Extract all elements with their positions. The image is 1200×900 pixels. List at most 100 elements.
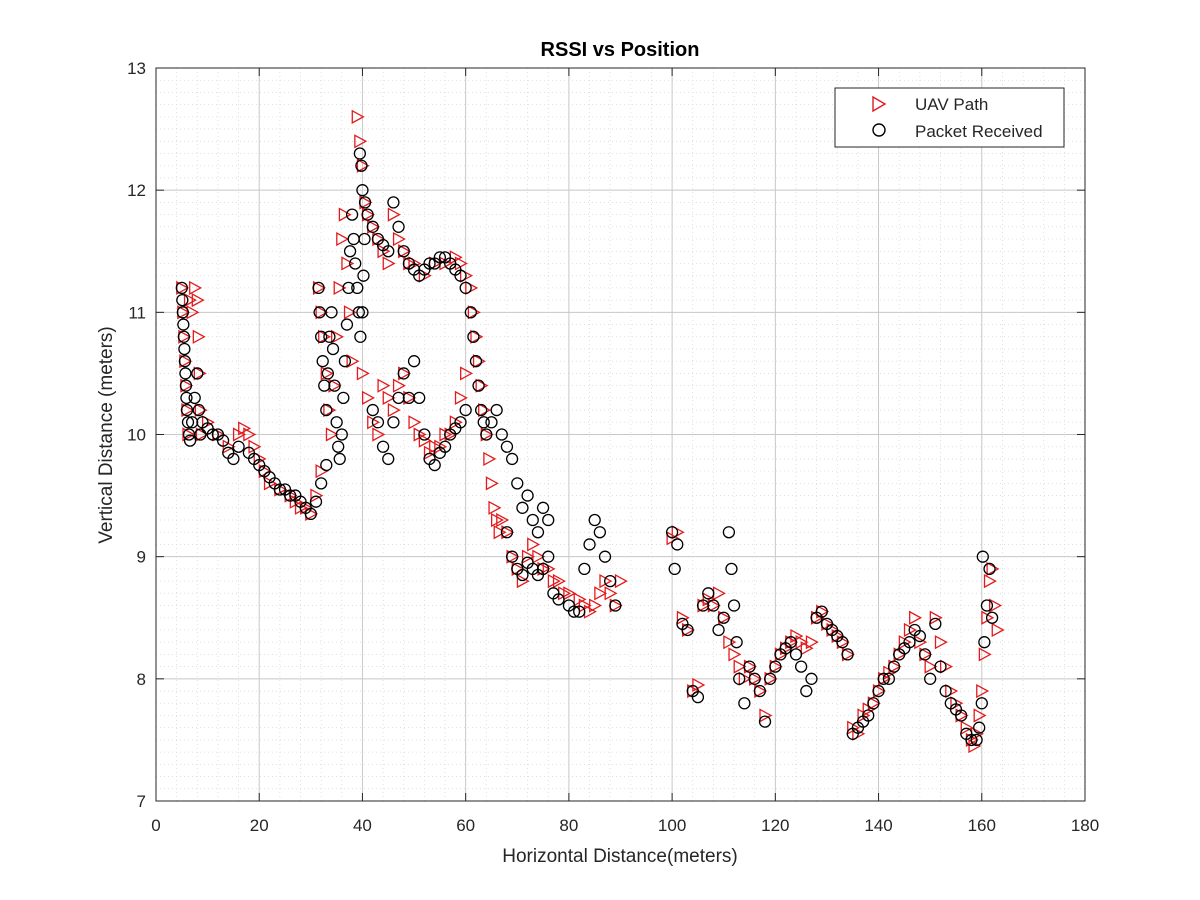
chart-title: RSSI vs Position xyxy=(541,39,700,61)
uav-path-point xyxy=(336,231,350,247)
uav-path-point xyxy=(392,231,406,247)
y-axis-label: Vertical Distance (meters) xyxy=(96,326,117,544)
uav-path-point xyxy=(418,433,432,448)
uav-path-point xyxy=(330,329,344,344)
packet-received-point xyxy=(691,691,705,704)
packet-received-point xyxy=(707,599,720,612)
packet-received-point xyxy=(459,403,472,417)
packet-received-point xyxy=(836,636,849,649)
packet-received-point xyxy=(477,416,490,429)
uav-path-point xyxy=(356,366,370,381)
uav-path-point xyxy=(852,726,866,741)
packet-received-point xyxy=(485,416,498,429)
packet-received-point xyxy=(333,452,346,466)
packet-received-point xyxy=(206,428,219,441)
uav-path-point xyxy=(973,708,987,723)
packet-received-point xyxy=(970,733,983,747)
packet-received-point xyxy=(371,416,385,429)
packet-received-point xyxy=(567,605,581,618)
uav-path-point xyxy=(193,366,207,381)
uav-path-point xyxy=(738,671,752,686)
packet-received-point xyxy=(397,367,410,380)
packet-received-point xyxy=(349,257,362,270)
uav-path-point xyxy=(493,525,507,540)
packet-received-point xyxy=(722,526,736,539)
uav-path-point xyxy=(589,598,603,613)
packet-received-point xyxy=(351,281,364,295)
packet-received-point xyxy=(304,507,317,521)
uav-path-point xyxy=(418,268,432,283)
packet-received-point xyxy=(671,538,684,551)
packet-received-point xyxy=(913,629,926,643)
packet-received-point xyxy=(511,477,524,490)
packet-received-point xyxy=(758,715,772,728)
packet-received-point xyxy=(500,526,514,539)
uav-path-point xyxy=(192,329,206,344)
uav-path-point xyxy=(532,549,546,564)
legend-uav-path-label: UAV Path xyxy=(915,95,988,114)
uav-path-point xyxy=(759,708,773,723)
y-tick-label: 7 xyxy=(137,792,146,811)
packet-received-point xyxy=(433,251,447,264)
uav-path-point xyxy=(341,256,355,271)
packet-received-point xyxy=(552,593,565,606)
y-tick-label: 12 xyxy=(127,181,146,200)
x-tick-label: 0 xyxy=(151,816,160,835)
packet-received-point xyxy=(366,220,379,233)
packet-received-point xyxy=(313,306,326,319)
packet-received-point xyxy=(428,458,441,472)
uav-path-point xyxy=(950,696,964,711)
packet-received-point xyxy=(318,379,331,392)
uav-path-point xyxy=(310,488,324,503)
packet-received-point xyxy=(355,159,368,172)
packet-received-point xyxy=(376,440,390,453)
packet-received-point xyxy=(738,697,751,710)
packet-received-point xyxy=(358,196,372,209)
packet-received-point xyxy=(531,526,545,539)
packet-received-point xyxy=(382,452,395,466)
packet-received-point xyxy=(604,574,617,588)
packet-received-point xyxy=(323,330,336,343)
packet-received-point xyxy=(588,513,601,527)
packet-received-point xyxy=(387,416,400,429)
uav-path-point xyxy=(460,268,474,283)
packet-received-point xyxy=(183,434,197,447)
packet-received-point xyxy=(191,367,204,380)
packet-received-point xyxy=(583,538,596,551)
packet-received-point xyxy=(573,605,586,618)
packet-received-point xyxy=(939,684,952,698)
legend-packet-received-marker xyxy=(872,123,886,137)
packet-received-point xyxy=(177,318,190,331)
uav-path-point xyxy=(676,610,690,625)
y-tick-label: 13 xyxy=(127,59,146,78)
uav-path-point xyxy=(960,720,974,735)
packet-received-point xyxy=(309,495,323,508)
packet-received-point xyxy=(903,636,916,649)
uav-path-point xyxy=(929,610,943,625)
series-uav-path xyxy=(176,109,1005,754)
uav-path-point xyxy=(733,659,747,674)
y-tick-label: 8 xyxy=(137,670,146,689)
packet-received-point xyxy=(464,306,477,319)
packet-received-point xyxy=(474,403,488,417)
uav-path-point xyxy=(408,415,422,430)
packet-received-point xyxy=(665,526,679,539)
uav-path-point xyxy=(382,390,396,405)
uav-path-point xyxy=(351,109,365,124)
packet-received-point xyxy=(320,458,333,472)
packet-received-point xyxy=(315,330,328,343)
packet-received-point xyxy=(542,513,555,527)
uav-path-point xyxy=(976,683,990,699)
packet-received-point xyxy=(985,611,999,624)
uav-path-point xyxy=(978,647,992,662)
packet-received-point xyxy=(918,648,932,661)
packet-received-point xyxy=(180,391,193,405)
uav-path-point xyxy=(934,635,948,650)
x-axis-ticks: 0 20 40 60 80 100 120 140 160 180 xyxy=(151,68,1099,835)
uav-path-point xyxy=(243,427,257,442)
packet-received-point xyxy=(975,697,988,710)
data-points xyxy=(175,109,1005,754)
packet-received-point xyxy=(978,636,991,649)
uav-path-point xyxy=(460,366,474,381)
packet-received-point xyxy=(598,550,612,563)
